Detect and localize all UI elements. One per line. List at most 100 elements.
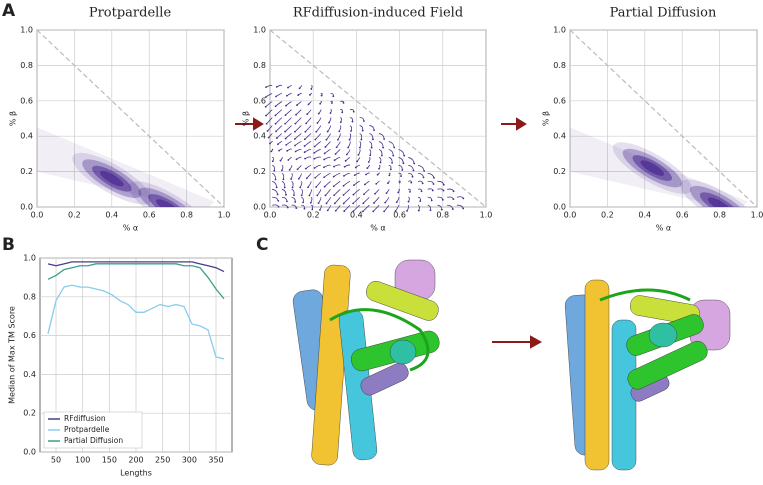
streamline-head — [275, 130, 277, 133]
streamline — [373, 197, 380, 204]
streamline-head — [410, 181, 413, 184]
streamline-head — [441, 198, 444, 201]
streamline — [323, 172, 331, 178]
x-axis-label: Lengths — [120, 469, 152, 478]
y-axis-label: % β — [242, 111, 251, 126]
streamline — [314, 149, 321, 154]
streamline — [305, 125, 312, 133]
streamline-head — [277, 199, 280, 202]
streamline-head — [423, 169, 426, 172]
streamline-head — [379, 161, 382, 164]
streamline-head — [363, 120, 365, 122]
streamline — [325, 189, 331, 196]
y-tick-label: 0.0 — [253, 203, 266, 212]
x-tick-label: 1.0 — [751, 211, 763, 220]
line — [47, 284, 225, 360]
streamline-head — [353, 174, 356, 177]
x-tick-label: 1.0 — [218, 211, 231, 220]
y-axis-label: Median of Max TM Score — [8, 306, 17, 404]
streamline-head — [419, 200, 422, 203]
protein-left — [292, 259, 440, 466]
streamline-head — [323, 158, 326, 161]
streamline — [325, 141, 331, 148]
streamline — [317, 117, 322, 124]
streamline — [275, 125, 283, 132]
streamline-head — [275, 85, 278, 88]
streamline-head — [342, 184, 345, 187]
streamline-head — [429, 209, 432, 212]
y-tick-label: 0.4 — [553, 132, 566, 141]
streamline — [324, 149, 331, 154]
streamline-head — [326, 209, 329, 212]
streamline — [314, 156, 322, 160]
density-peak — [99, 170, 124, 187]
streamlines — [264, 84, 465, 213]
streamline-head — [332, 175, 335, 178]
streamline-head — [451, 208, 454, 210]
streamline-head — [352, 110, 355, 113]
x-tick-label: 0.6 — [393, 211, 406, 220]
streamline-head — [287, 159, 290, 161]
diagonal — [269, 29, 487, 208]
streamline-head — [417, 209, 420, 212]
streamline-head — [343, 210, 346, 212]
streamline-head — [284, 137, 287, 140]
streamline-head — [278, 149, 281, 152]
streamline — [316, 189, 322, 196]
streamline — [294, 125, 302, 133]
streamline-head — [314, 176, 317, 179]
streamline-head — [382, 146, 385, 149]
streamline-head — [383, 138, 386, 140]
y-tick-label: 0.8 — [23, 292, 36, 301]
streamline-head — [354, 166, 357, 169]
y-tick-label: 0.4 — [20, 132, 33, 141]
streamline-head — [316, 122, 319, 124]
streamline-head — [308, 93, 311, 96]
streamline — [265, 109, 273, 116]
streamline — [315, 181, 322, 188]
streamline-head — [319, 102, 322, 105]
y-tick-label: 0.6 — [253, 96, 266, 105]
streamline-head — [323, 166, 325, 169]
streamline — [275, 101, 283, 107]
streamline-head — [376, 173, 379, 176]
streamline-head — [343, 175, 345, 177]
streamline-head — [265, 114, 267, 117]
streamline — [346, 149, 351, 155]
streamline — [304, 133, 312, 140]
y-tick-label: 0.6 — [20, 96, 33, 105]
x-tick-label: 150 — [102, 456, 117, 465]
streamline-head — [335, 146, 338, 149]
streamline — [335, 149, 341, 155]
streamline-head — [276, 193, 279, 196]
streamline-head — [412, 169, 415, 172]
streamline — [265, 101, 273, 108]
streamline-head — [309, 201, 312, 204]
streamline-head — [323, 185, 326, 188]
streamline-head — [373, 202, 375, 204]
streamline — [383, 205, 390, 212]
x-tick-label: 100 — [75, 456, 90, 465]
streamline — [267, 125, 273, 132]
streamline — [315, 133, 322, 140]
streamline — [304, 141, 312, 147]
streamline-head — [411, 175, 414, 178]
streamline-head — [285, 193, 287, 196]
chart-title: Partial Diffusion — [610, 6, 717, 21]
streamline-head — [361, 129, 364, 132]
streamline-head — [265, 86, 267, 89]
streamline-head — [352, 193, 355, 196]
streamline — [352, 196, 360, 204]
streamline-head — [402, 162, 405, 165]
arrows — [235, 117, 543, 349]
streamline — [304, 148, 312, 153]
streamline-head — [303, 145, 306, 147]
streamline-head — [372, 138, 374, 141]
streamline-head — [343, 165, 346, 168]
y-axis-label: % β — [542, 111, 551, 126]
streamline — [324, 181, 331, 187]
streamline-head — [432, 183, 435, 185]
streamline — [334, 197, 341, 204]
streamline — [285, 101, 292, 106]
streamline-head — [380, 154, 383, 157]
